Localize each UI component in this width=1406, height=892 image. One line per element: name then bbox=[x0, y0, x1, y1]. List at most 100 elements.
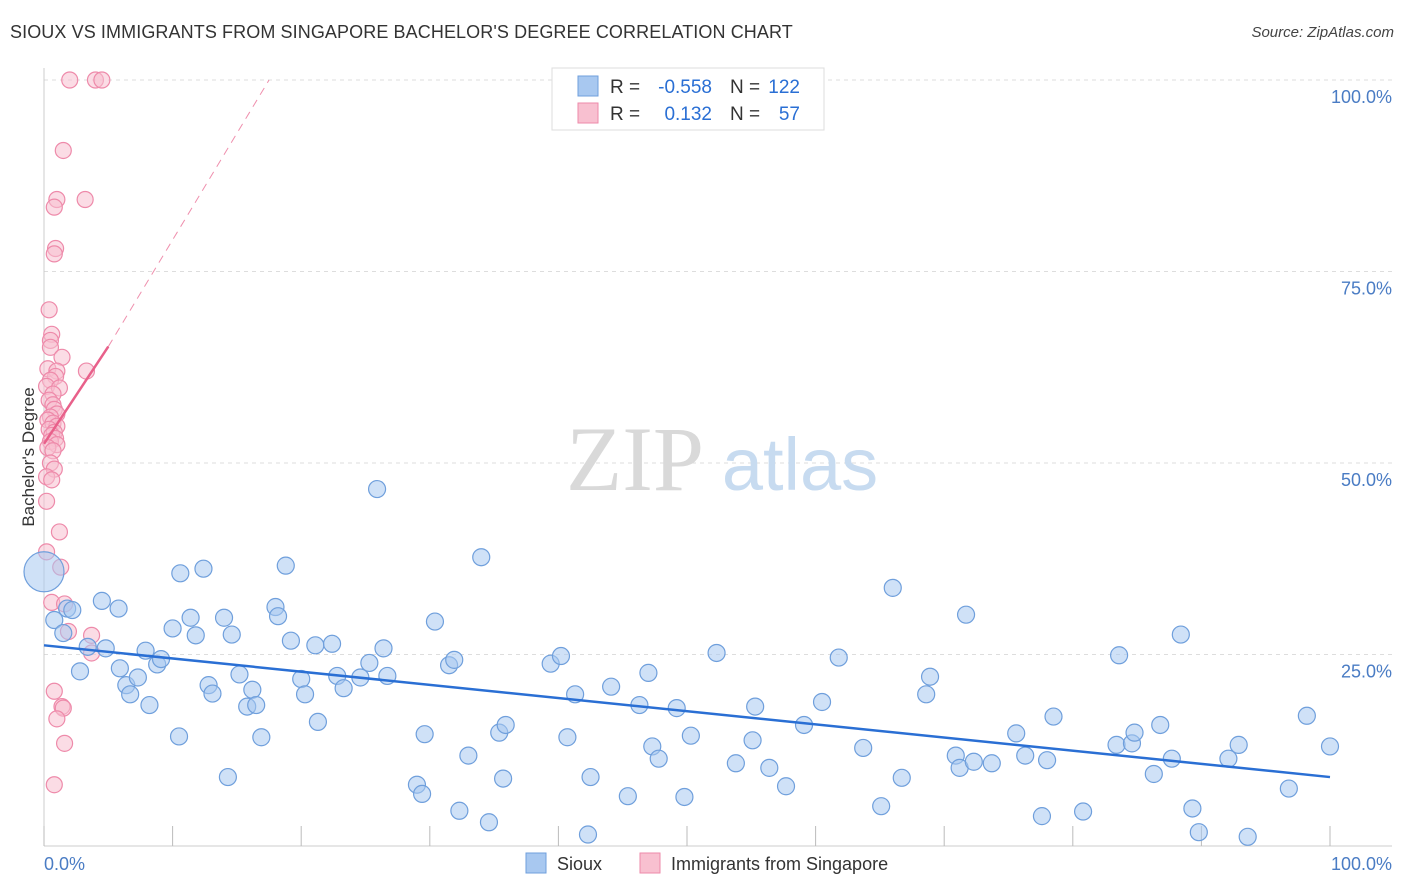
sioux-point bbox=[308, 712, 328, 732]
sioux-point bbox=[445, 650, 464, 669]
singapore-point bbox=[50, 523, 69, 541]
legend-r-label-1: R = bbox=[610, 77, 640, 98]
sioux-point bbox=[558, 728, 577, 747]
sioux-point bbox=[1007, 724, 1026, 743]
sioux-point bbox=[450, 801, 469, 820]
sioux-point bbox=[1125, 723, 1144, 742]
singapore-point bbox=[43, 471, 61, 489]
sioux-point bbox=[121, 685, 140, 704]
sioux-point bbox=[214, 608, 234, 627]
sioux-point bbox=[415, 725, 434, 744]
sioux-point bbox=[63, 600, 82, 620]
sioux-point bbox=[1229, 735, 1248, 754]
sioux-point bbox=[222, 625, 241, 644]
singapore-point bbox=[45, 198, 63, 216]
sioux-point bbox=[92, 591, 111, 610]
watermark-zip: ZIP bbox=[566, 408, 704, 510]
sioux-point bbox=[322, 634, 342, 653]
sioux-point bbox=[96, 639, 115, 658]
singapore-point bbox=[61, 71, 79, 89]
sioux-point bbox=[110, 659, 129, 678]
sioux-point bbox=[618, 787, 637, 806]
sioux-point bbox=[1171, 625, 1190, 644]
sioux-point bbox=[360, 653, 379, 673]
sioux-trend-line bbox=[43, 644, 1331, 779]
sioux-point bbox=[812, 692, 832, 712]
sioux-point bbox=[1279, 779, 1298, 798]
sioux-point bbox=[169, 727, 189, 746]
singapore-point bbox=[45, 776, 63, 794]
singapore-point bbox=[93, 71, 111, 89]
sioux-point bbox=[892, 768, 911, 787]
sioux-point bbox=[883, 578, 902, 597]
sioux-point bbox=[70, 662, 90, 681]
sioux-point bbox=[872, 797, 891, 816]
sioux-point bbox=[829, 648, 848, 667]
sioux-point bbox=[367, 479, 387, 499]
singapore-point bbox=[45, 682, 63, 700]
sioux-point bbox=[1037, 751, 1057, 770]
sioux-point bbox=[45, 610, 64, 630]
sioux-point bbox=[268, 607, 288, 626]
sioux-point bbox=[578, 825, 598, 844]
sioux-point bbox=[163, 619, 182, 638]
sioux-point bbox=[760, 758, 779, 777]
sioux-point bbox=[412, 784, 432, 804]
sioux-point bbox=[374, 639, 393, 658]
singapore-point bbox=[55, 734, 74, 752]
sioux-point bbox=[23, 551, 65, 593]
chart-title: SIOUX VS IMMIGRANTS FROM SINGAPORE BACHE… bbox=[10, 22, 793, 42]
sioux-point bbox=[459, 746, 478, 765]
sioux-point bbox=[964, 752, 983, 771]
sioux-point bbox=[746, 697, 765, 716]
bottom-legend-sioux: Sioux bbox=[557, 854, 602, 874]
y-tick-label: 50.0% bbox=[1341, 470, 1392, 490]
sioux-point bbox=[494, 769, 513, 788]
sioux-point bbox=[707, 643, 726, 663]
sioux-point bbox=[581, 767, 600, 787]
x-tick-labels: 0.0% 100.0% bbox=[44, 854, 1392, 874]
sioux-point bbox=[425, 612, 445, 631]
sioux-point bbox=[128, 668, 147, 687]
sioux-point bbox=[602, 677, 621, 696]
legend-n-value-2: 57 bbox=[779, 104, 800, 125]
x-tick-label: 0.0% bbox=[44, 854, 85, 874]
legend-n-value-1: 122 bbox=[768, 77, 800, 98]
sioux-points bbox=[23, 479, 1340, 846]
legend-swatch-sioux bbox=[577, 75, 599, 97]
sioux-point bbox=[218, 767, 237, 787]
sioux-point bbox=[667, 699, 686, 718]
grid-layer bbox=[44, 79, 1392, 655]
y-tick-label: 25.0% bbox=[1341, 662, 1392, 682]
sioux-point bbox=[1032, 807, 1052, 826]
sioux-point bbox=[1320, 737, 1340, 756]
singapore-points bbox=[37, 71, 111, 794]
sioux-point bbox=[1107, 735, 1126, 754]
sioux-point bbox=[472, 548, 491, 567]
sioux-point bbox=[479, 813, 499, 832]
sioux-point bbox=[194, 559, 213, 578]
sioux-point bbox=[181, 608, 200, 627]
sioux-point bbox=[917, 685, 936, 704]
x-tick-label: 100.0% bbox=[1331, 854, 1392, 874]
singapore-point bbox=[40, 301, 58, 319]
legend-r-value-1: -0.558 bbox=[658, 77, 712, 98]
sioux-point bbox=[726, 754, 745, 773]
sioux-point bbox=[247, 695, 266, 715]
axes-layer bbox=[43, 68, 1392, 847]
sioux-point bbox=[1144, 764, 1163, 784]
legend-n-label-1: N = bbox=[730, 77, 760, 98]
singapore-point bbox=[54, 141, 72, 160]
sioux-point bbox=[776, 777, 796, 796]
sioux-point bbox=[854, 738, 873, 758]
sioux-point bbox=[109, 599, 128, 618]
watermark-atlas: atlas bbox=[722, 423, 878, 506]
sioux-point bbox=[1238, 827, 1257, 846]
sioux-point bbox=[1109, 646, 1129, 665]
sioux-point bbox=[956, 605, 976, 624]
singapore-point bbox=[45, 245, 63, 263]
y-axis-label: Bachelor's Degree bbox=[19, 387, 38, 526]
sioux-point bbox=[1183, 799, 1202, 818]
bottom-legend-singapore: Immigrants from Singapore bbox=[671, 854, 888, 874]
